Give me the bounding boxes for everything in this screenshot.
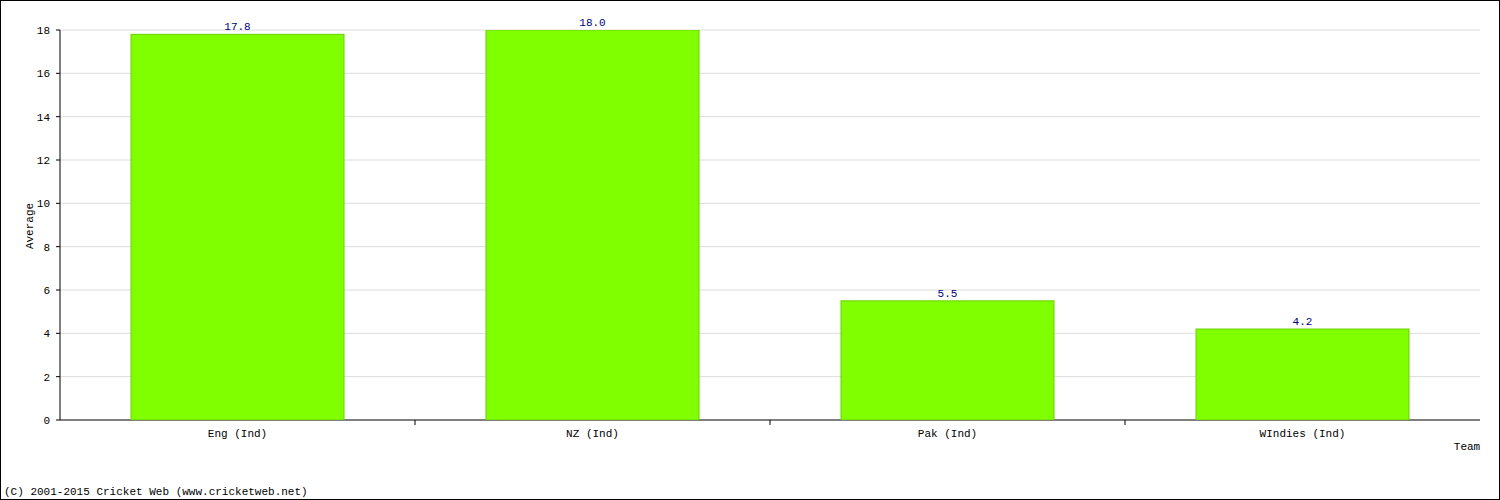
x-tick-label: Eng (Ind) — [208, 428, 267, 440]
x-tick-label: WIndies (Ind) — [1260, 428, 1346, 440]
y-tick-label: 10 — [37, 198, 50, 210]
x-tick — [770, 420, 771, 425]
annotation: (C) 2001-2015 Cricket Web (www.cricketwe… — [4, 486, 308, 498]
bars — [131, 30, 1409, 420]
data-label: 17.8 — [224, 21, 250, 33]
y-tick-label: 18 — [37, 25, 50, 37]
y-tick — [56, 420, 60, 421]
data-label: 4.2 — [1293, 316, 1313, 328]
data-label: 5.5 — [938, 288, 958, 300]
chart: 0 2 4 6 8 10 12 14 16 18 17.8 Eng (Ind) 18.0 NZ (Ind)… — [0, 0, 1500, 500]
y-axis — [60, 30, 61, 420]
data-label: 18.0 — [579, 17, 605, 29]
y-tick-label: 16 — [37, 68, 50, 80]
y-axis-label: Average — [24, 203, 36, 249]
x-tick-label: NZ (Ind) — [566, 428, 619, 440]
x-axis-label: Team — [1454, 441, 1481, 453]
x-tick — [1125, 420, 1126, 425]
bar — [1196, 329, 1409, 420]
y-tick-label: 8 — [43, 242, 50, 254]
y-tick — [56, 376, 60, 377]
grid-line — [60, 30, 1480, 31]
chart-container: 0 2 4 6 8 10 12 14 16 18 17.8 Eng (Ind) 18.0 NZ (Ind)… — [0, 0, 1500, 500]
y-tick — [56, 160, 60, 161]
y-tick — [56, 333, 60, 334]
y-tick-label: 12 — [37, 155, 50, 167]
y-tick-label: 4 — [43, 328, 50, 340]
x-tick-label: Pak (Ind) — [918, 428, 977, 440]
bar — [131, 34, 344, 420]
bar — [486, 30, 699, 420]
y-tick-label: 2 — [43, 372, 50, 384]
y-tick — [56, 290, 60, 291]
frame — [1, 1, 1500, 500]
y-tick — [56, 116, 60, 117]
y-tick — [56, 30, 60, 31]
y-tick-label: 0 — [43, 415, 50, 427]
y-tick — [56, 203, 60, 204]
y-tick — [56, 73, 60, 74]
y-tick-label: 6 — [43, 285, 50, 297]
x-tick — [415, 420, 416, 425]
bar — [841, 301, 1054, 420]
y-tick-label: 14 — [37, 112, 51, 124]
y-tick — [56, 246, 60, 247]
